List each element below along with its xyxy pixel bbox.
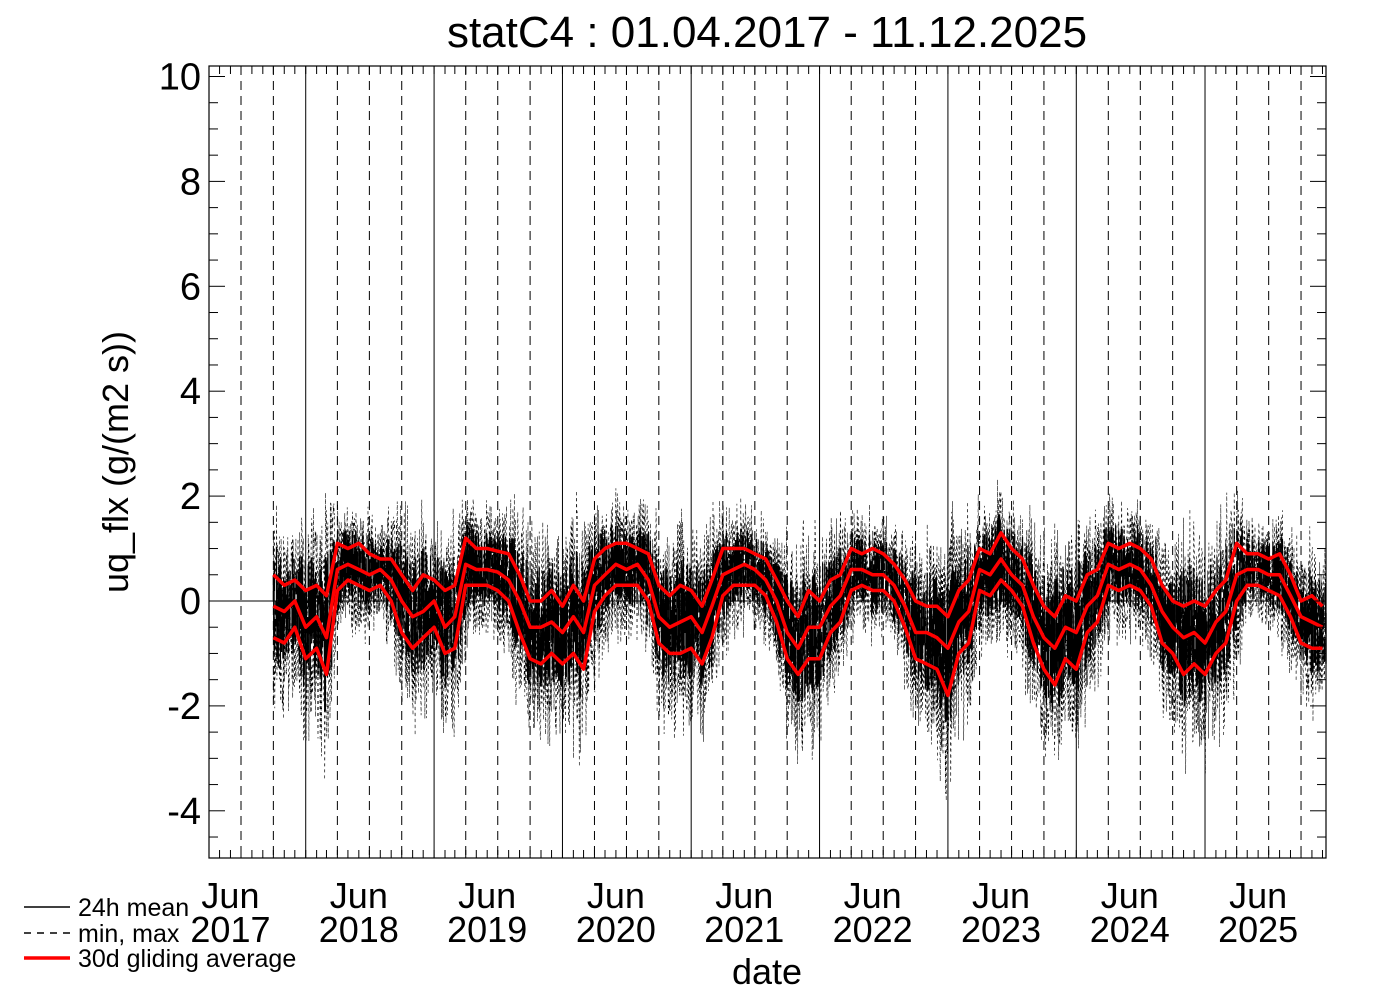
y-tick-label: 8 — [180, 161, 201, 203]
x-tick-label-month: Jun — [844, 875, 902, 916]
x-tick-labels: Jun2017Jun2018Jun2019Jun2020Jun2021Jun20… — [190, 875, 1298, 950]
y-tick-label: -2 — [167, 686, 201, 728]
x-tick-label-year: 2023 — [961, 909, 1041, 950]
x-tick-label-month: Jun — [201, 875, 259, 916]
y-tick-label: 10 — [159, 56, 201, 98]
x-tick-label-year: 2025 — [1218, 909, 1298, 950]
gliding-average-min-line — [272, 578, 1323, 698]
daily-max-line — [273, 479, 1327, 670]
x-tick-label-year: 2019 — [447, 909, 527, 950]
plot-area — [272, 479, 1327, 801]
x-tick-label-month: Jun — [715, 875, 773, 916]
x-tick-label-month: Jun — [1101, 875, 1159, 916]
x-tick-label-month: Jun — [458, 875, 516, 916]
x-tick-label-year: 2022 — [833, 909, 913, 950]
gliding-average-lines — [272, 531, 1324, 698]
gliding-average-mean-line — [272, 557, 1324, 650]
x-tick-label-month: Jun — [587, 875, 645, 916]
x-axis-label: date — [732, 951, 802, 992]
y-tick-labels: -4 -2 0 2 4 6 8 10 — [159, 56, 201, 832]
y-tick-label: 0 — [180, 581, 201, 623]
x-tick-label-month: Jun — [1229, 875, 1287, 916]
legend-label-min-max: min, max — [78, 920, 180, 948]
y-tick-label: 4 — [180, 371, 201, 413]
y-axis-label: uq_flx (g/(m2 s)) — [95, 331, 136, 593]
plot-frame — [208, 65, 1327, 859]
gliding-average-max-line — [272, 531, 1324, 619]
y-tick-label: -4 — [167, 791, 201, 833]
x-tick-label-month: Jun — [330, 875, 388, 916]
x-tick-label-year: 2020 — [576, 909, 656, 950]
x-tick-label-year: 2018 — [319, 909, 399, 950]
axes — [208, 65, 1327, 859]
grid-lines — [208, 66, 1326, 858]
y-tick-label: 2 — [180, 476, 201, 518]
y-tick-label: 6 — [180, 266, 201, 308]
legend-label-30d-gliding-average: 30d gliding average — [78, 945, 296, 973]
chart-title: statC4 : 01.04.2017 - 11.12.2025 — [447, 8, 1087, 57]
legend: 24h mean min, max 30d gliding average — [24, 894, 296, 973]
x-tick-label-year: 2021 — [704, 909, 784, 950]
x-tick-label-year: 2024 — [1090, 909, 1170, 950]
x-tick-label-year: 2017 — [190, 909, 270, 950]
x-tick-label-month: Jun — [972, 875, 1030, 916]
legend-label-24h-mean: 24h mean — [78, 894, 189, 922]
